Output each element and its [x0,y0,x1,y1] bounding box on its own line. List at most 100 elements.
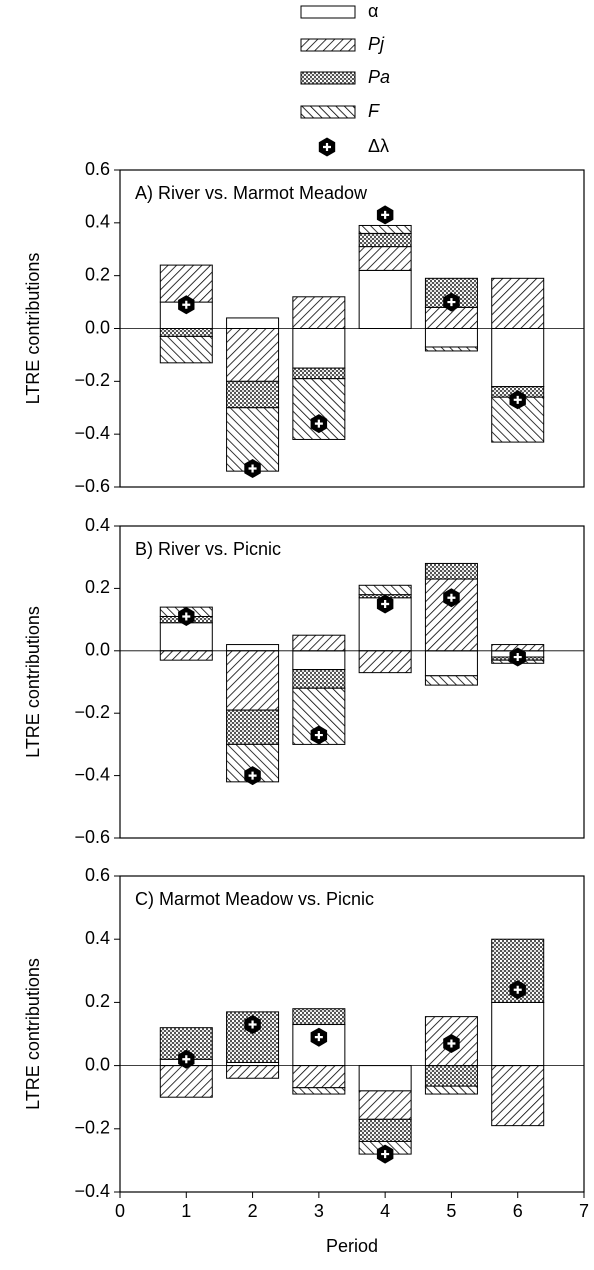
marker-plus [381,600,390,608]
bar-segment [424,346,478,352]
y-axis-label: LTRE contributions [23,253,43,405]
marker-plus [182,612,191,621]
legend-swatch [300,5,356,19]
bar-segment [491,328,545,388]
y-tick-label: −0.4 [74,764,110,784]
marker-plus [248,464,257,473]
y-tick-label: 0.4 [85,928,110,948]
bar-segment [226,650,280,711]
x-tick-label: 1 [181,1201,191,1221]
marker-plus [513,985,522,994]
bar-segment [159,328,213,337]
bar-segment [358,232,412,248]
x-tick-label: 2 [248,1201,258,1221]
x-tick-label: 7 [579,1201,589,1221]
y-tick-label: −0.6 [74,476,110,496]
marker-plus [182,300,191,309]
bar-segment [292,650,346,671]
bar-segment [292,367,346,380]
legend-swatch [300,105,356,119]
marker-plus [513,395,522,404]
legend-label: Δλ [368,136,389,156]
bar-segment [292,296,346,329]
bar-segment [226,1065,280,1079]
marker-plus [447,593,456,602]
bar-segment [159,335,213,364]
bar-segment [292,669,346,689]
bar-segment [491,1065,545,1127]
bar-segment [159,1065,213,1098]
y-tick-label: 0.4 [85,212,110,232]
bar-segment [491,277,545,329]
y-tick-label: −0.4 [74,423,110,443]
bar-segment [358,224,412,234]
legend-label: α [368,1,378,21]
marker-plus [248,1020,257,1029]
marker-plus [314,731,323,740]
bar-segment [226,380,280,409]
bar-segment [358,1090,412,1120]
marker-plus [182,1055,191,1064]
bar-segment [358,584,412,596]
bar-segment [424,1065,478,1087]
bar-segment [159,622,213,652]
y-tick-label: −0.4 [74,1181,110,1201]
bar-segment [358,1065,412,1092]
x-tick-label: 5 [446,1201,456,1221]
bar-segment [292,1087,346,1095]
x-axis-label: Period [326,1236,378,1256]
bar-segment [491,1001,545,1067]
legend-label: Pa [368,67,390,87]
plot-frame [119,525,585,839]
y-axis-label: LTRE contributions [23,606,43,758]
marker-plus [513,653,522,662]
legend-label: F [368,101,380,121]
y-tick-label: −0.2 [74,702,110,722]
marker-plus [381,210,390,219]
x-tick-label: 3 [314,1201,324,1221]
plot-frame [119,875,585,1193]
y-tick-label: 0.0 [85,317,110,337]
y-tick-label: −0.2 [74,1118,110,1138]
y-tick-label: −0.6 [74,827,110,847]
bar-segment [226,328,280,382]
bar-segment [424,562,478,580]
bar-segment [226,644,280,652]
marker-plus [323,143,331,151]
y-axis-label: LTRE contributions [23,958,43,1110]
panel-title: A) River vs. Marmot Meadow [135,183,368,203]
x-tick-label: 0 [115,1201,125,1221]
plot-frame [119,169,585,488]
bar-segment [292,328,346,369]
y-tick-label: 0.2 [85,577,110,597]
bar-segment [358,269,412,329]
bar-segment [424,1085,478,1095]
y-tick-label: 0.0 [85,640,110,660]
x-tick-label: 6 [513,1201,523,1221]
bar-segment [226,709,280,745]
bar-segment [358,246,412,271]
marker-plus [314,1033,323,1042]
bar-segment [358,1118,412,1142]
x-tick-label: 4 [380,1201,390,1221]
bar-segment [424,675,478,686]
marker-plus [314,419,323,428]
bar-segment [424,650,478,677]
bar-segment [159,650,213,661]
panel-title: C) Marmot Meadow vs. Picnic [135,889,374,909]
y-tick-label: 0.6 [85,865,110,885]
legend-swatch [300,38,356,52]
legend-label: Pj [368,34,385,54]
bar-segment [424,328,478,348]
y-tick-label: 0.6 [85,159,110,179]
marker-plus [447,298,456,307]
y-tick-label: 0.0 [85,1054,110,1074]
marker-plus [248,771,257,780]
panel-title: B) River vs. Picnic [135,539,281,559]
marker-plus [447,1039,456,1048]
bar-segment [226,317,280,329]
marker-plus [381,1150,390,1159]
bar-segment [358,650,412,674]
bar-segment [292,1065,346,1089]
